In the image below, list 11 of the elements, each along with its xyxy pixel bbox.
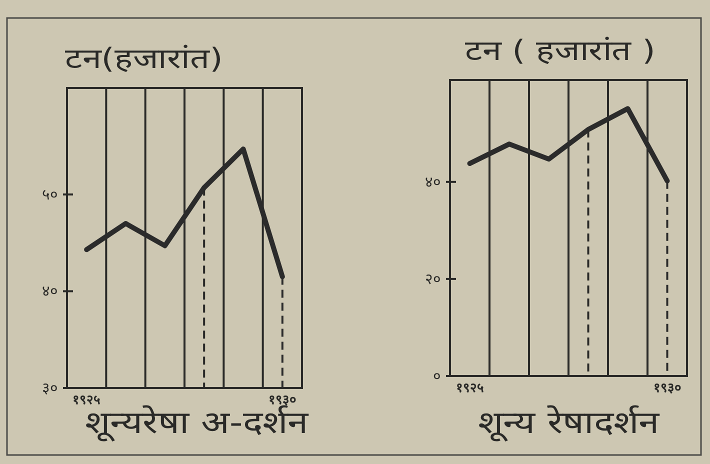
title: टन ( हजारांत ) bbox=[465, 34, 656, 68]
title: टन(हजारांत) bbox=[65, 42, 223, 76]
y-tick-label: २० bbox=[425, 270, 441, 288]
x-tick-label: १९२५ bbox=[456, 381, 484, 396]
y-tick-label: ५० bbox=[42, 185, 58, 204]
xlabel: शून्य रेषादर्शन bbox=[478, 404, 660, 442]
y-tick-label: ३० bbox=[42, 379, 58, 397]
y-tick-label: ४० bbox=[42, 282, 58, 300]
x-tick-label: १९३० bbox=[653, 381, 682, 396]
y-tick-label: ० bbox=[433, 367, 441, 385]
y-tick-label: ४० bbox=[425, 172, 441, 191]
